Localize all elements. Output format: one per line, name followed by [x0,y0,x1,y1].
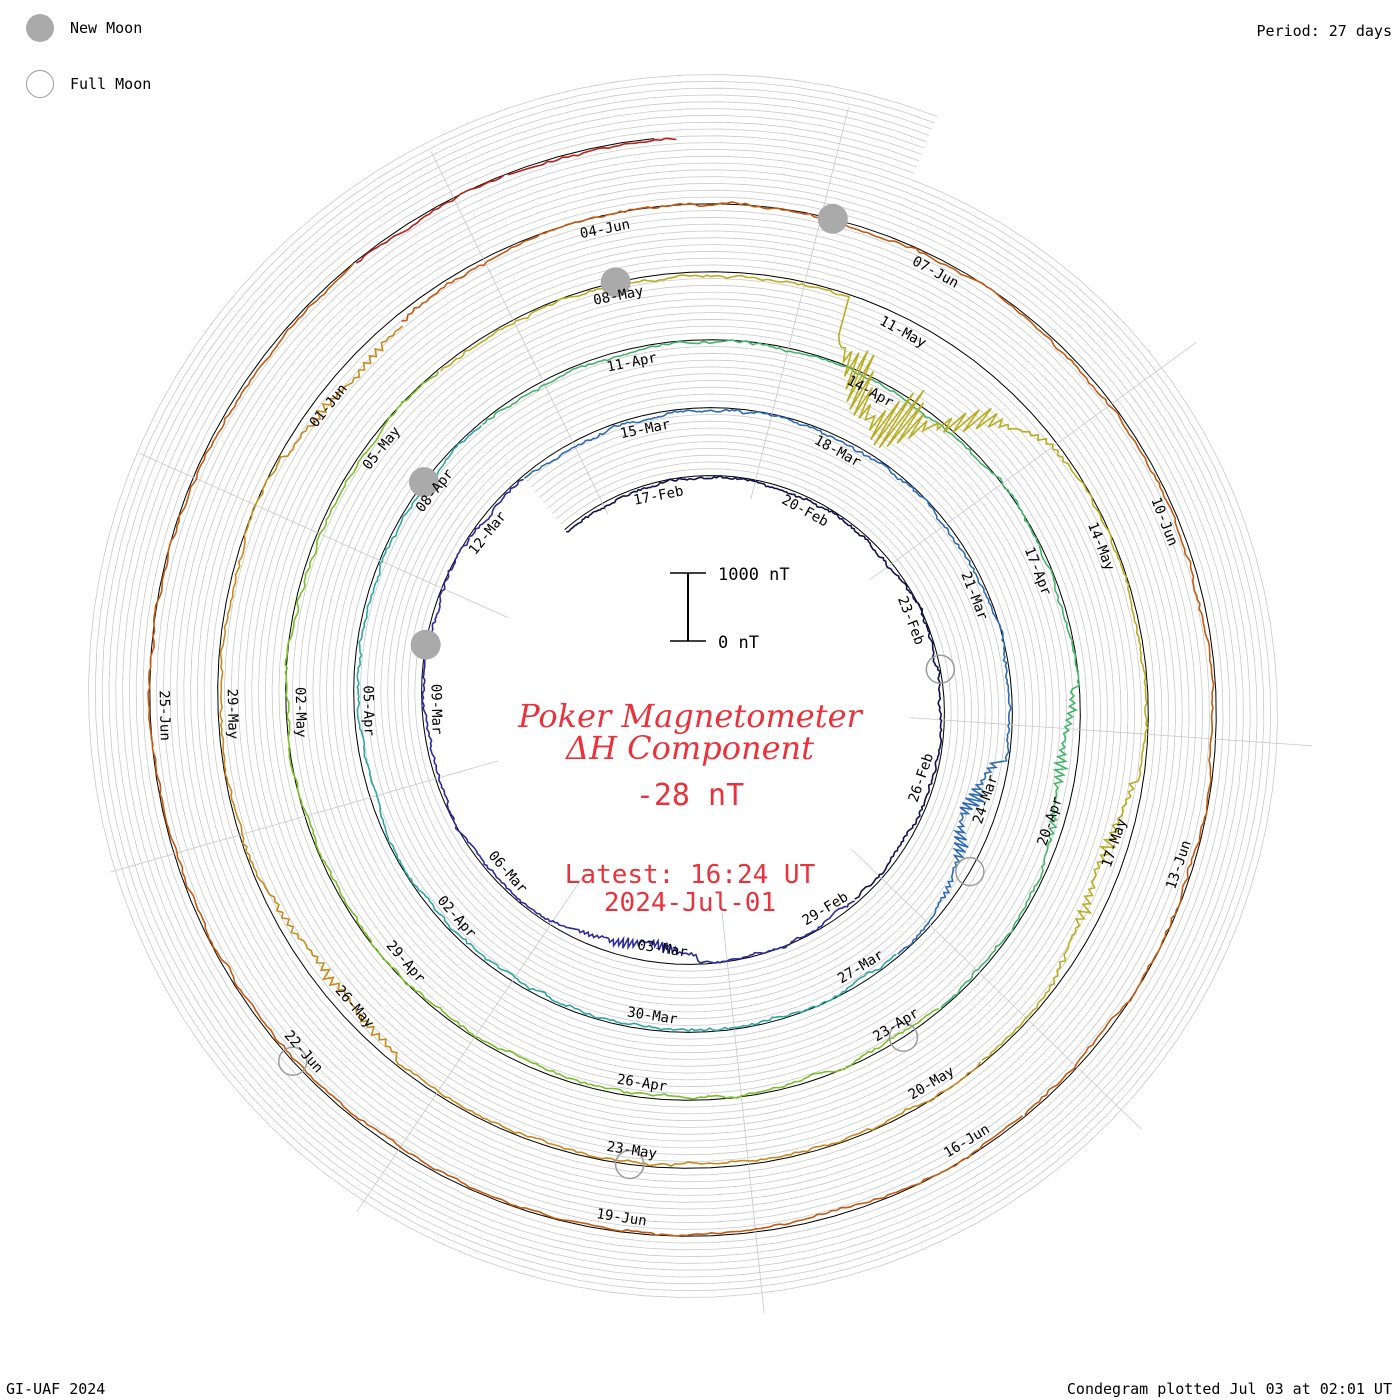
new-moon-marker [410,629,441,660]
magnetometer-traces [147,137,1215,1237]
scale-bottom-label: 0 nT [718,633,759,653]
spiral-grid-line [88,74,1278,1298]
moon-markers [277,203,985,1180]
date-label: 23-May [606,1139,658,1162]
current-value: -28 nT [635,778,745,813]
full-moon-marker [955,856,985,887]
radial-grid-line [909,717,1313,747]
spiral-grid-line [108,94,1258,1278]
legend-full-moon-label: Full Moon [70,75,152,93]
new-moon-icon [26,14,54,42]
legend-new-moon: New Moon [26,12,142,44]
date-label: 29-May [224,688,241,739]
date-label: 09-Mar [427,684,444,735]
radial-grid-line [139,453,509,618]
chart-title: Poker Magnetometer [518,697,862,735]
spiral-grid-line [135,121,1231,1251]
date-label: 17-Apr [1021,545,1054,598]
trace-segment [481,339,1081,1010]
date-label: 16-Jun [941,1121,993,1161]
radial-grid-line [430,151,609,515]
date-label: 29-Apr [383,938,428,987]
date-label: 23-Feb [894,594,927,647]
spiral-grid-line [128,114,1238,1258]
full-moon-marker [888,1022,919,1052]
trace-segment [421,478,855,964]
radial-grid-line [850,848,1142,1130]
spiral-grid-line [94,80,1272,1292]
trace-segment [440,274,1149,1061]
scale-top-label: 1000 nT [718,565,790,585]
full-moon-marker [925,654,956,684]
date-label: 08-May [592,283,645,309]
trace-segment [356,425,897,1033]
date-label: 27-Mar [835,947,887,987]
radial-grid-line [356,876,583,1212]
grid-lines [88,74,1313,1314]
legend-full-moon: Full Moon [26,68,151,100]
date-label: 03-Mar [636,937,688,960]
full-moon-marker [277,1046,308,1076]
trace-segment [507,137,677,176]
spiral-grid-line [101,87,1265,1285]
latest-time: Latest: 16:24 UT [564,860,816,890]
chart-subtitle: ΔH Component [565,729,815,767]
zero-baseline [149,138,1217,1237]
trace-segment [284,370,940,1100]
date-label: 30-Mar [626,1004,678,1027]
new-moon-marker [600,267,631,298]
radial-grid-line [869,342,1197,580]
footer-credit: GI-UAF 2024 [6,1380,106,1398]
date-label: 25-Jun [156,690,173,741]
date-label: 20-May [906,1063,958,1103]
date-label: 11-Apr [605,350,658,376]
full-moon-icon [26,70,54,98]
spiral-grid-line [122,108,1244,1264]
legend-new-moon-label: New Moon [70,19,143,37]
date-label: 12-Mar [466,509,510,558]
date-label: 20-Apr [1035,795,1066,848]
trace-segment [219,325,981,1167]
trace-segment [566,475,943,900]
latest-date: 2024-Jul-01 [603,888,777,918]
date-label: 26-Apr [616,1072,668,1095]
radial-grid-line [750,107,849,500]
scale-bar: 1000 nT 0 nT [670,565,790,653]
date-label: 26-May [332,983,377,1032]
spiral-grid-line [115,101,1251,1271]
trace-segment [355,174,505,264]
date-label: 15-Mar [619,417,672,443]
date-label: 05-Apr [360,685,377,736]
period-label: Period: 27 days [1256,22,1392,40]
trace-segment [523,408,1012,955]
date-label: 19-Jun [595,1206,647,1229]
trace-segment [147,263,1023,1237]
new-moon-marker [409,467,440,498]
footer-plot-time: Condegram plotted Jul 03 at 02:01 UT [1066,1380,1392,1398]
date-label: 02-May [292,687,309,738]
new-moon-marker [817,203,848,234]
date-label: 01-Jun [307,381,351,430]
full-moon-marker [614,1149,645,1180]
trace-segment [401,201,1215,1116]
date-label: 17-May [1099,817,1130,870]
radial-grid-line [721,911,765,1314]
date-label: 20-Feb [779,492,831,530]
radial-grid-line [110,760,499,873]
spiral-grid-line [142,128,1224,1244]
